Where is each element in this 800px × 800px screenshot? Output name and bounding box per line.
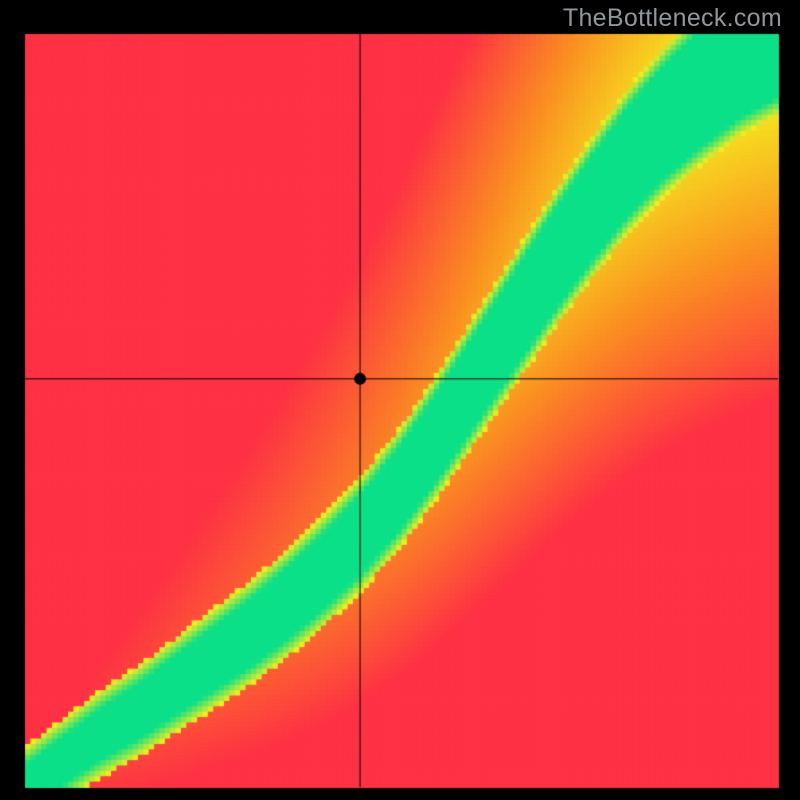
watermark-text: TheBottleneck.com [563, 4, 782, 33]
heatmap-canvas [0, 0, 800, 800]
chart-container: TheBottleneck.com [0, 0, 800, 800]
